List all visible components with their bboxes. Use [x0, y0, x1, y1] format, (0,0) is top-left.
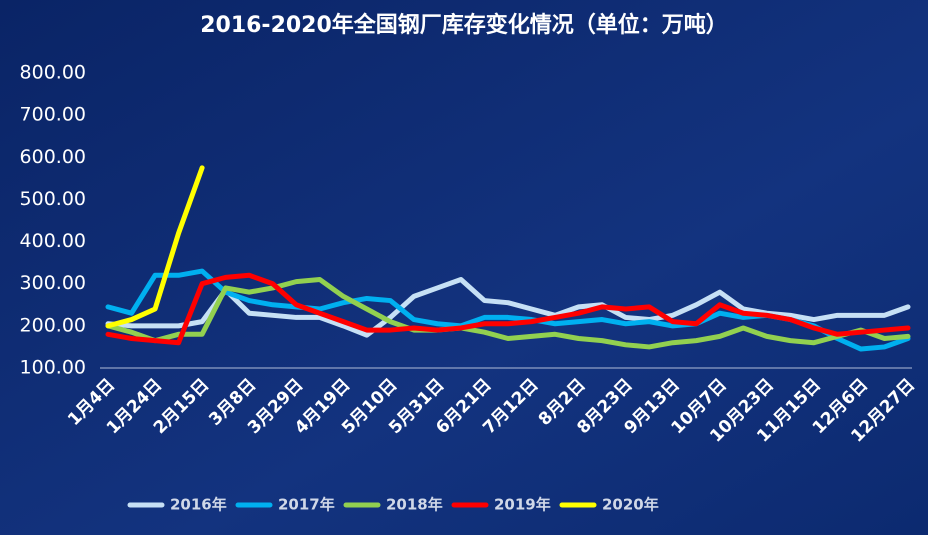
y-tick-label: 200.00	[20, 314, 86, 336]
series-line	[105, 165, 205, 329]
legend-label: 2018年	[386, 496, 443, 514]
y-tick-label: 600.00	[20, 146, 86, 168]
y-tick-label: 400.00	[20, 230, 86, 252]
series-line	[105, 272, 911, 346]
legend-label: 2017年	[278, 496, 335, 514]
series-line	[105, 277, 911, 350]
series-line	[105, 277, 911, 338]
y-tick-label: 800.00	[20, 62, 86, 84]
legend-label: 2020年	[602, 496, 659, 514]
legend-label: 2019年	[494, 496, 551, 514]
chart-title: 2016-2020年全国钢厂库存变化情况（单位：万吨）	[200, 12, 728, 38]
y-tick-label: 100.00	[20, 357, 86, 379]
y-tick-label: 300.00	[20, 272, 86, 294]
y-tick-label: 500.00	[20, 188, 86, 210]
y-tick-label: 700.00	[20, 104, 86, 126]
legend-label: 2016年	[170, 496, 227, 514]
